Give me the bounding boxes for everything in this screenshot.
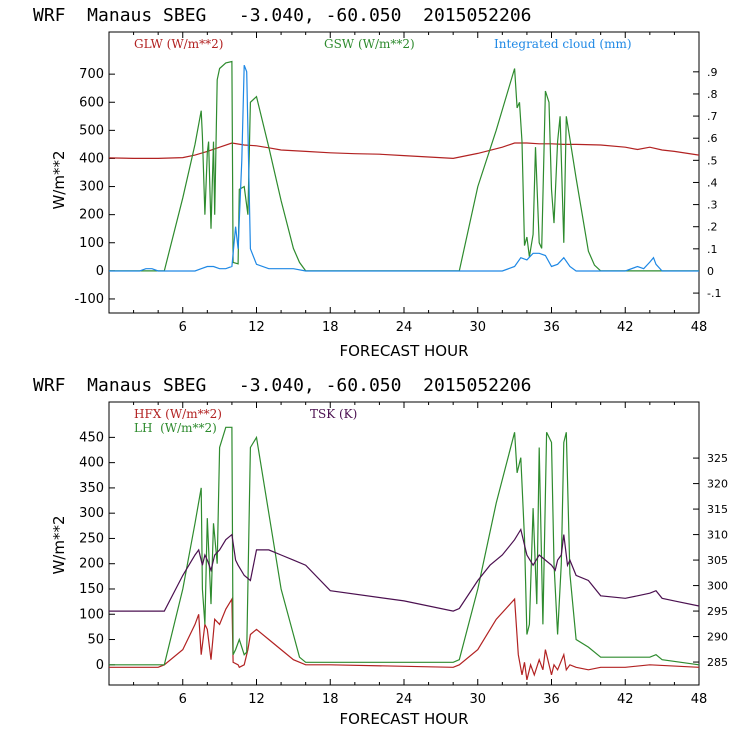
y2-tick-label: .5 [707,154,718,167]
x-tick-label: 42 [617,320,634,335]
x-tick-label: 30 [469,692,486,707]
x-tick-label: 6 [179,692,187,707]
bottom-y2-axis: 285 290 295 300 305 310 315 320 325 [693,452,728,669]
y-tick-label: 200 [79,557,104,572]
top-y-axis: -100 0 100 200 300 400 500 600 700 [74,67,115,307]
x-tick-label: 36 [543,320,560,335]
bottom-y-axis-label: W/m**2 [50,515,68,574]
y-tick-label: 350 [79,481,104,496]
y2-tick-label: .3 [707,199,718,212]
y2-tick-label: 305 [707,554,728,567]
y2-tick-label: .8 [707,88,718,101]
y2-tick-label: .1 [707,243,718,256]
bottom-chart-title: WRF Manaus SBEG -3.040, -60.050 20150522… [33,375,532,396]
y-tick-label: 0 [96,264,104,279]
y2-tick-label: 310 [707,529,728,542]
x-tick-label: 48 [691,320,708,335]
y2-tick-label: 290 [707,631,728,644]
y-tick-label: 400 [79,456,104,471]
y-tick-label: 450 [79,430,104,445]
x-tick-label: 36 [543,692,560,707]
bottom-legend-lh: LH (W/m**2) [134,421,217,435]
y2-tick-label: 0 [707,265,714,278]
y2-tick-label: 320 [707,478,728,491]
x-tick-label: 18 [322,320,339,335]
bottom-plot-frame [108,401,700,686]
y-tick-label: 300 [79,180,104,195]
y-tick-label: 50 [87,633,104,648]
series-tsk-line [109,527,700,612]
y2-tick-label: 325 [707,452,728,465]
x-tick-label: 42 [617,692,634,707]
top-legend-gsw: GSW (W/m**2) [324,37,415,51]
bottom-chart: WRF Manaus SBEG -3.040, -60.050 20150522… [33,375,728,728]
bottom-legend-hfx: HFX (W/m**2) [134,407,222,421]
y-tick-label: 100 [79,236,104,251]
bottom-series-group [109,426,700,681]
top-chart: WRF Manaus SBEG -3.040, -60.050 20150522… [33,5,721,360]
y-tick-label: 250 [79,531,104,546]
y2-tick-label: .6 [707,132,718,145]
y2-tick-label: 300 [707,580,728,593]
x-tick-label: 18 [322,692,339,707]
bottom-x-axis: 6 12 18 24 30 36 42 48 [133,402,708,707]
y-tick-label: 600 [79,95,104,110]
y2-tick-label: -.1 [707,287,721,300]
y2-tick-label: 295 [707,605,728,618]
y-tick-label: 100 [79,607,104,622]
y-tick-label: 500 [79,123,104,138]
y-tick-label: 150 [79,582,104,597]
bottom-y-axis: 0 50 100 150 200 250 300 350 400 450 [79,430,115,673]
top-y2-axis: -.1 0 .1 .2 .3 .4 .5 .6 .7 .8 .9 [693,66,721,300]
bottom-x-axis-label: FORECAST HOUR [339,710,468,728]
y-tick-label: 200 [79,208,104,223]
top-legend-cloud: Integrated cloud (mm) [494,37,632,51]
series-glw-line [108,142,700,160]
y2-tick-label: .9 [707,66,718,79]
x-tick-label: 12 [248,692,265,707]
top-legend-glw: GLW (W/m**2) [134,37,223,51]
top-series-group [108,60,700,272]
y2-tick-label: 285 [707,656,728,669]
series-integrated-cloud-line [109,64,699,272]
x-tick-label: 30 [469,320,486,335]
series-hfx-line [109,597,700,681]
top-x-axis-label: FORECAST HOUR [339,342,468,360]
y2-tick-label: .2 [707,221,718,234]
y-tick-label: 300 [79,506,104,521]
y-tick-label: 400 [79,151,104,166]
y-tick-label: 0 [96,658,104,673]
x-tick-label: 12 [248,320,265,335]
top-chart-title: WRF Manaus SBEG -3.040, -60.050 20150522… [33,5,532,26]
y-tick-label: 700 [79,67,104,82]
y2-tick-label: .4 [707,176,718,189]
y-tick-label: -100 [74,292,104,307]
series-lh-line [109,426,700,666]
top-y-axis-label: W/m**2 [50,150,68,209]
bottom-legend-tsk: TSK (K) [310,407,357,421]
x-tick-label: 24 [396,692,413,707]
x-tick-label: 48 [691,692,708,707]
y2-tick-label: .7 [707,110,718,123]
x-tick-label: 6 [179,320,187,335]
top-x-axis: 6 12 18 24 30 36 42 48 [133,32,708,335]
x-tick-label: 24 [396,320,413,335]
y2-tick-label: 315 [707,503,728,516]
series-gsw-line [109,60,699,272]
